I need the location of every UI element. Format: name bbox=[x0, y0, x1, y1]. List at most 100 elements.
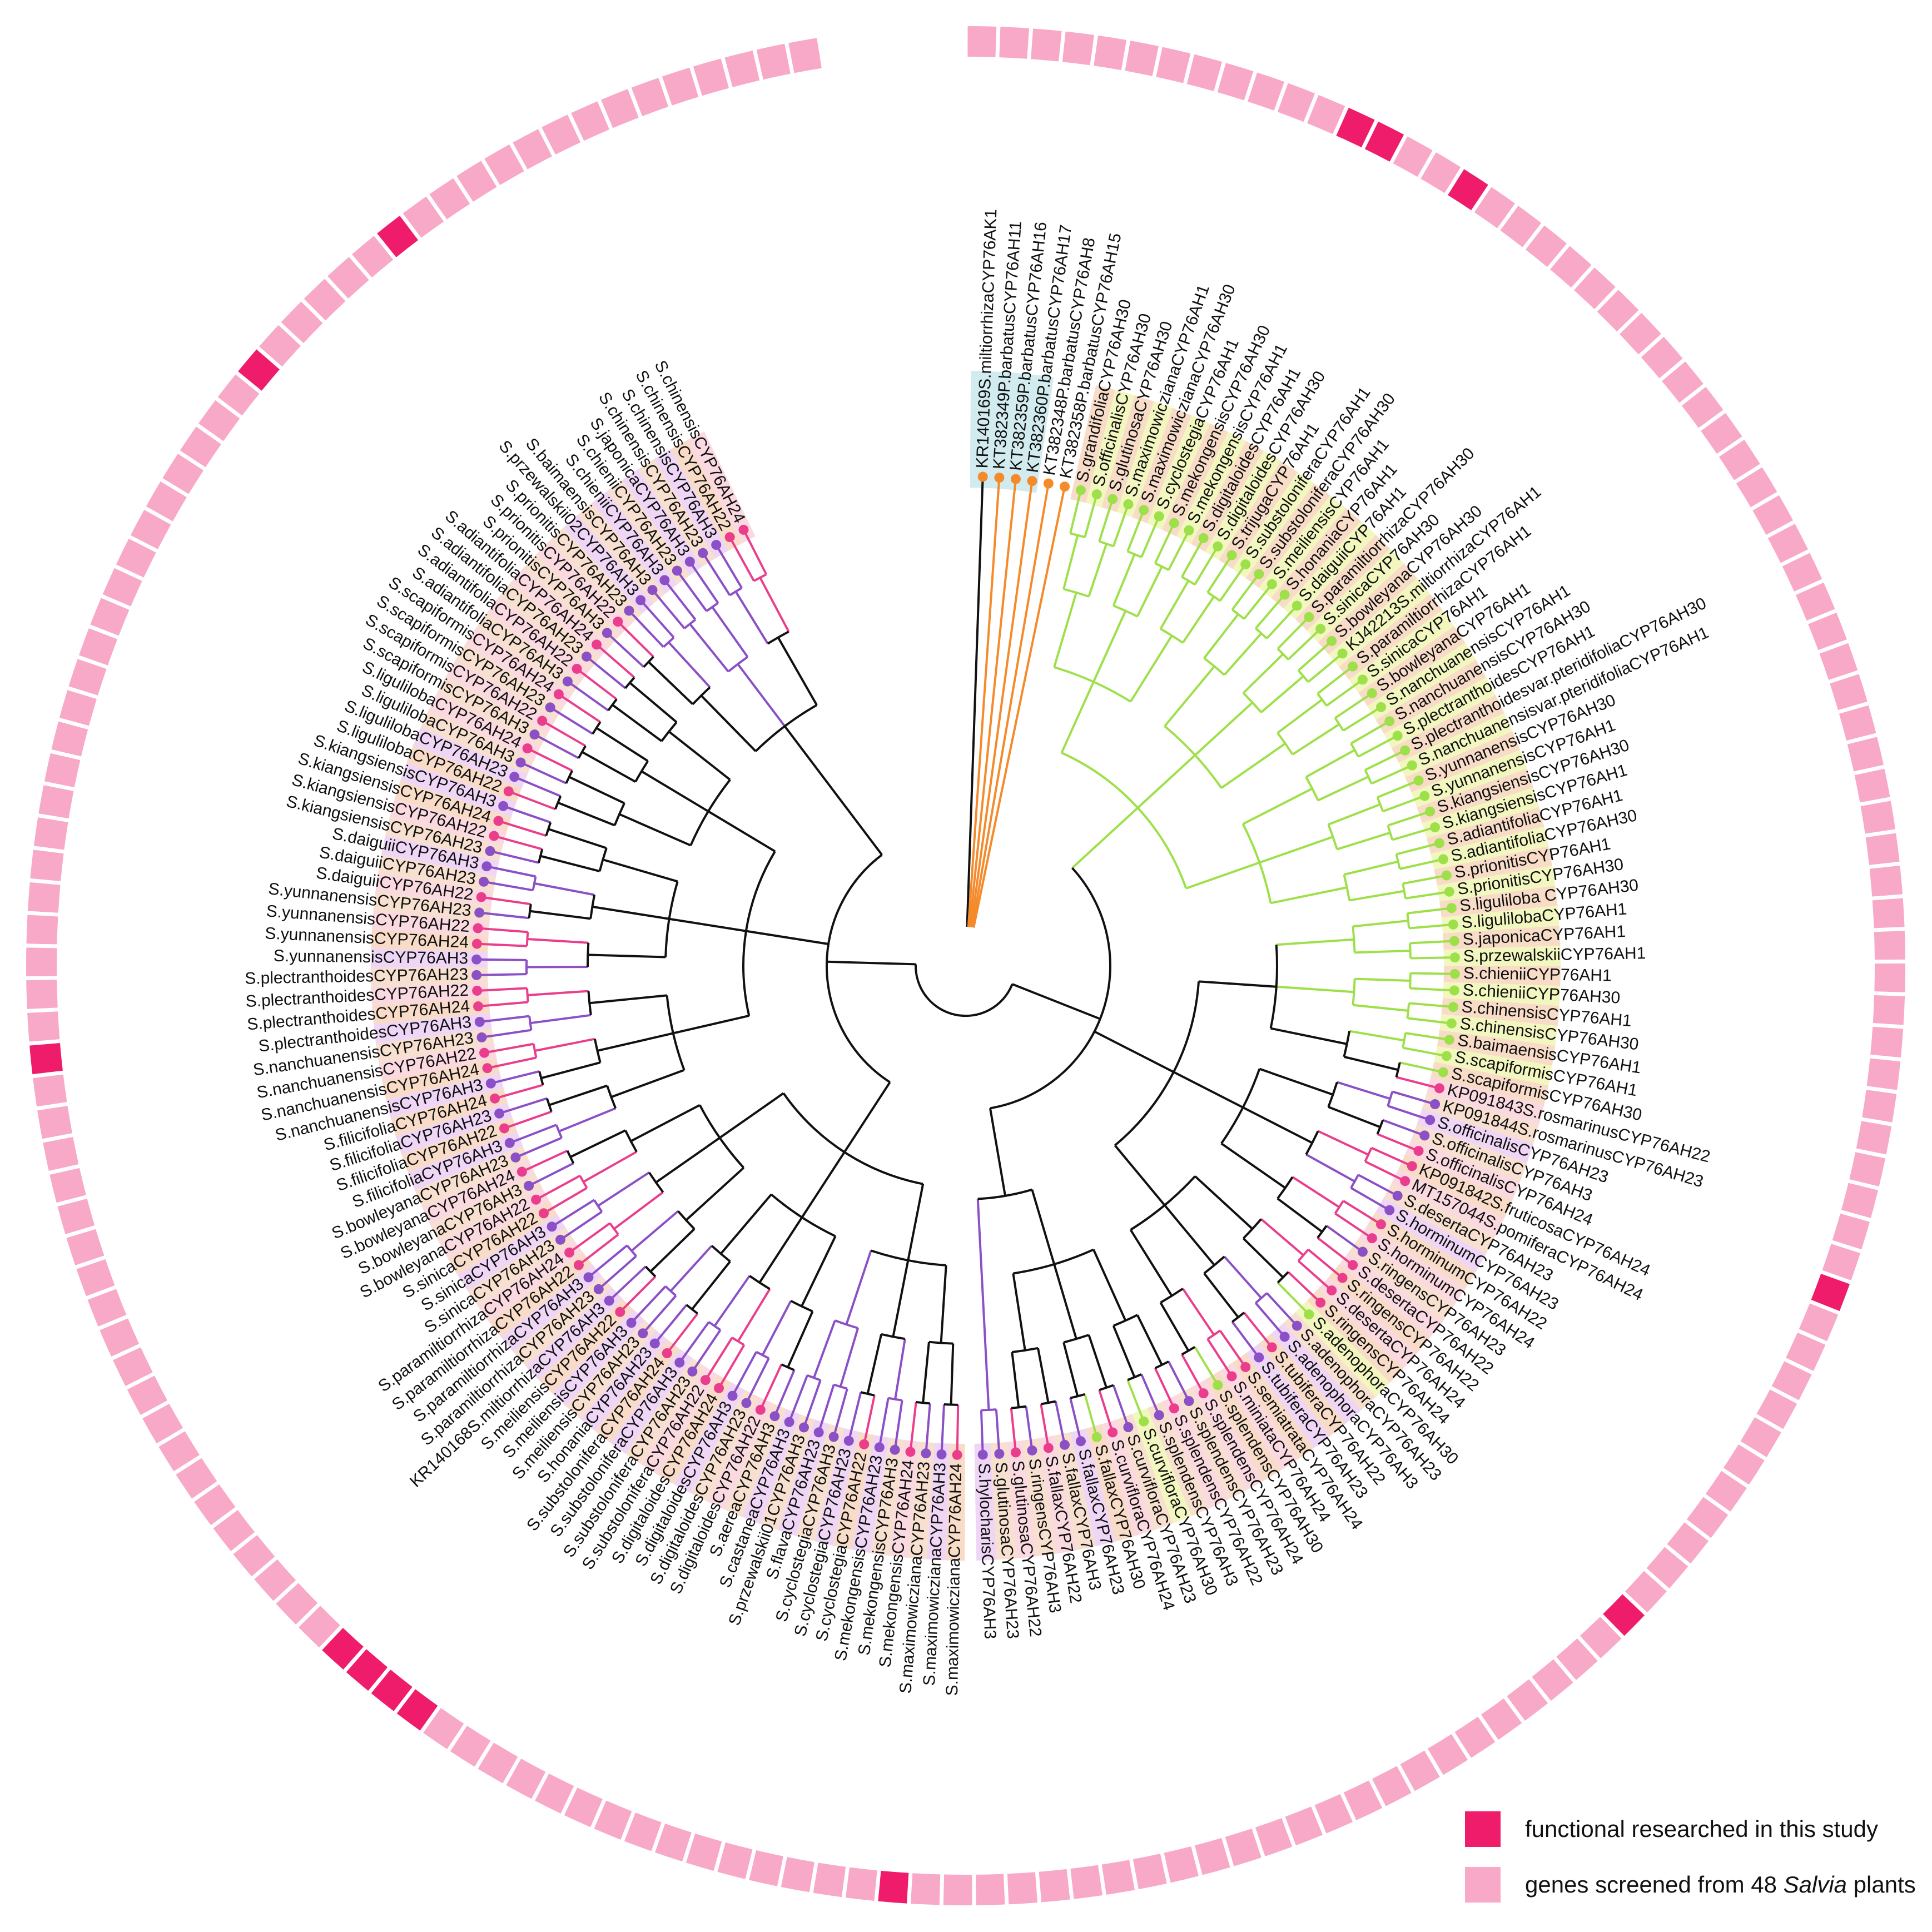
ring-tile-screened bbox=[1866, 1058, 1901, 1090]
tree-branch bbox=[1129, 1229, 1173, 1297]
ring-tile-screened bbox=[1874, 931, 1905, 960]
tip-marker bbox=[1392, 731, 1403, 741]
ring-tile-screened bbox=[351, 236, 394, 278]
tree-branch-arc bbox=[1063, 1334, 1090, 1344]
tip-marker bbox=[1169, 1403, 1179, 1414]
tree-branch bbox=[619, 813, 692, 847]
tip-marker bbox=[1169, 518, 1179, 528]
tip-marker bbox=[713, 1383, 724, 1393]
tree-branch bbox=[476, 942, 527, 947]
tree-branch bbox=[1060, 681, 1095, 753]
clade-highlight-band bbox=[379, 1043, 497, 1081]
tree-branch bbox=[487, 1056, 537, 1070]
ring-tile-screened bbox=[1556, 1638, 1598, 1680]
tip-marker bbox=[1060, 481, 1070, 492]
ring-tile-screened bbox=[142, 1403, 183, 1444]
clade-highlight-band bbox=[401, 1117, 518, 1173]
tip-label: S.plectranthoidesCYP76AH23 bbox=[245, 965, 468, 988]
tip-marker bbox=[1419, 1130, 1430, 1141]
clade-highlight-band bbox=[395, 1102, 513, 1155]
tip-marker bbox=[921, 1448, 931, 1459]
tree-branch bbox=[713, 1275, 751, 1327]
tree-branch-arc bbox=[1376, 1119, 1384, 1135]
tree-branch bbox=[1140, 1374, 1160, 1416]
tree-branch bbox=[514, 776, 562, 797]
tree-branch bbox=[1382, 794, 1425, 813]
clade-highlight-band bbox=[552, 1309, 645, 1407]
clade-highlight-band bbox=[1232, 1353, 1314, 1459]
tree-branch-arc bbox=[1376, 797, 1384, 812]
tip-marker bbox=[1357, 1246, 1368, 1257]
tip-marker bbox=[555, 1234, 565, 1245]
tip-marker bbox=[516, 1166, 527, 1177]
ring-tile-screened bbox=[1869, 865, 1903, 897]
tree-branch bbox=[1194, 545, 1219, 585]
tip-marker bbox=[479, 876, 489, 887]
tree-branch bbox=[602, 858, 678, 883]
tree-branch bbox=[629, 682, 678, 723]
ring-tile-screened bbox=[1454, 1716, 1496, 1758]
tree-branch-arc bbox=[593, 1199, 603, 1213]
ring-tile-screened bbox=[44, 753, 81, 788]
ring-tile-screened bbox=[749, 1850, 783, 1886]
ring-tile-screened bbox=[1532, 1659, 1573, 1701]
ring-tile-screened bbox=[1681, 386, 1724, 428]
tree-branch bbox=[478, 1001, 528, 1008]
clade-highlight-band bbox=[510, 568, 610, 658]
tree-branch bbox=[1371, 764, 1413, 785]
tree-branch-arc bbox=[1203, 1255, 1225, 1274]
tree-branch-arc bbox=[706, 602, 719, 612]
tree-branch bbox=[1112, 1325, 1136, 1378]
tree-branch bbox=[521, 1149, 568, 1173]
ring-tile-functional bbox=[346, 1649, 388, 1691]
tree-branch bbox=[1254, 594, 1286, 629]
ring-tile-screened bbox=[1830, 674, 1868, 711]
tree-branch-arc bbox=[1297, 1249, 1309, 1262]
tip-marker bbox=[1327, 635, 1337, 646]
clade-highlight-band bbox=[595, 1339, 680, 1443]
tree-branch bbox=[1407, 907, 1452, 915]
tree-branch-arc bbox=[767, 630, 789, 645]
clade-highlight-band bbox=[1398, 1154, 1513, 1219]
tree-branch bbox=[711, 606, 749, 658]
clade-highlight-band bbox=[422, 1160, 535, 1225]
tree-branch-arc bbox=[888, 1397, 902, 1402]
ring-tile-screened bbox=[624, 1812, 662, 1851]
ring-tile-screened bbox=[1481, 1698, 1522, 1740]
tree-branch bbox=[803, 1379, 822, 1428]
tip-marker bbox=[522, 743, 533, 754]
ring-tile-screened bbox=[1393, 136, 1433, 177]
clade-highlight-band bbox=[468, 1227, 574, 1307]
clade-highlight-band bbox=[1437, 866, 1556, 902]
tree-branch-arc bbox=[731, 1337, 745, 1346]
ring-tile-screened bbox=[1782, 553, 1822, 592]
ring-tile-screened bbox=[813, 1863, 846, 1898]
tree-branch bbox=[843, 1081, 891, 1153]
ring-tile-screened bbox=[1400, 1750, 1440, 1791]
tip-marker bbox=[1444, 886, 1454, 897]
ring-tile-screened bbox=[1870, 1026, 1904, 1058]
clade-highlight-band bbox=[1434, 1046, 1552, 1086]
tree-branch bbox=[569, 1129, 626, 1158]
clade-highlight-band bbox=[1086, 1424, 1135, 1542]
tree-branch bbox=[1408, 1002, 1454, 1009]
clade-highlight-band bbox=[1443, 945, 1561, 966]
tree-branch bbox=[1011, 983, 1101, 1020]
tree-branch bbox=[1219, 1330, 1246, 1368]
tip-marker bbox=[1267, 1342, 1277, 1353]
tree-branch bbox=[922, 1342, 930, 1403]
tip-marker bbox=[583, 1272, 594, 1283]
clade-highlight-band bbox=[1358, 626, 1466, 707]
tree-branch bbox=[648, 661, 694, 706]
tree-branch bbox=[1325, 678, 1364, 707]
tip-marker bbox=[1413, 775, 1424, 786]
tree-branch bbox=[678, 1321, 710, 1363]
tree-branch-arc bbox=[677, 1210, 696, 1230]
tip-marker bbox=[531, 1194, 542, 1205]
tree-branch bbox=[788, 1375, 808, 1423]
tip-marker bbox=[1027, 1445, 1037, 1456]
clade-highlight-band bbox=[1307, 1289, 1404, 1383]
tree-branch-arc bbox=[1231, 608, 1245, 620]
clade-highlight-band bbox=[1132, 408, 1192, 524]
tip-marker bbox=[537, 716, 548, 726]
